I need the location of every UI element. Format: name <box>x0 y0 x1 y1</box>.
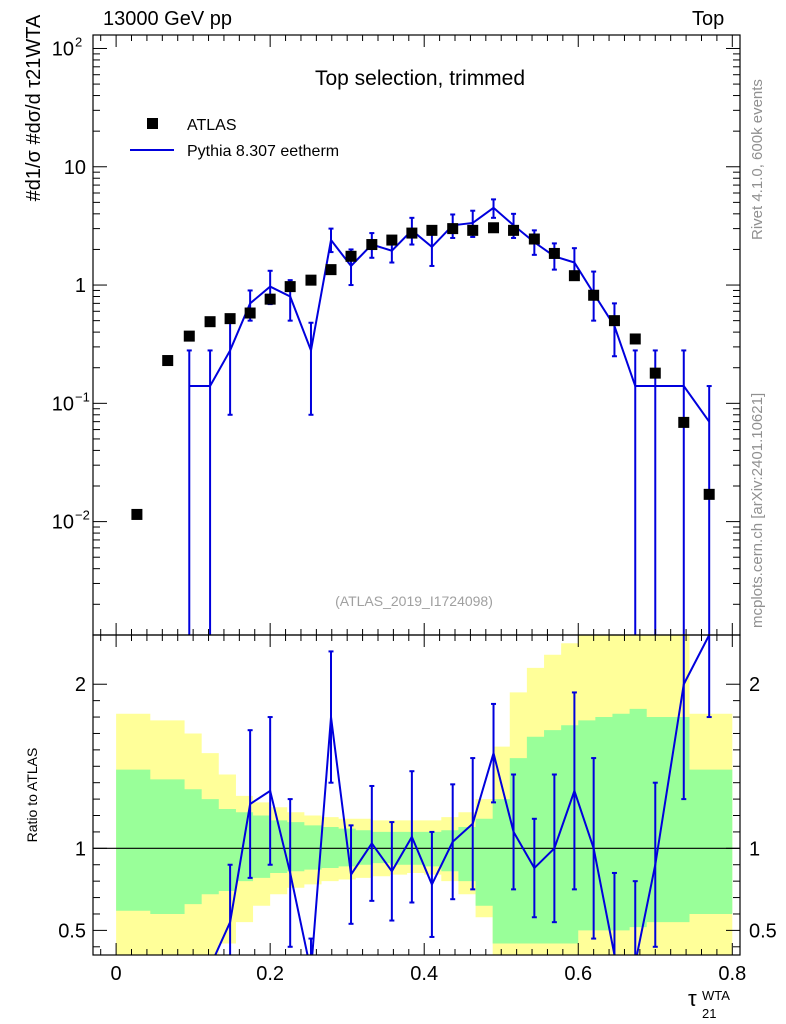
ratio-mc-series <box>214 635 712 955</box>
data-point <box>608 315 620 327</box>
ratio-tick-label-left: 1 <box>75 838 86 860</box>
data-point <box>703 488 715 500</box>
svg-text:21: 21 <box>702 1006 716 1021</box>
data-point <box>588 289 600 301</box>
data-point <box>678 416 690 428</box>
plot-frames <box>92 34 741 956</box>
legend-mc-label: Pythia 8.307 eetherm <box>187 143 339 160</box>
data-point <box>345 250 357 262</box>
legend-data-label: ATLAS <box>187 117 237 134</box>
y-tick-exponent: −2 <box>75 508 90 523</box>
ratio-uncertainty-bands <box>116 635 733 955</box>
mc-series <box>186 198 712 635</box>
rivet-side-label: Rivet 4.1.0, 600k events <box>749 79 766 240</box>
data-point <box>162 355 174 367</box>
x-axis-label: τ WTA 21 <box>688 986 730 1021</box>
data-point <box>224 313 236 325</box>
x-tick-label: 0.2 <box>256 963 284 985</box>
data-point <box>426 224 438 236</box>
header-left-label: 13000 GeV pp <box>103 8 232 30</box>
y-axis-label-ratio: Ratio to ATLAS <box>24 748 40 843</box>
x-tick-label: 0 <box>111 963 122 985</box>
y-tick-label: 10 <box>52 512 74 534</box>
x-tick-label: 0.8 <box>718 963 746 985</box>
data-point <box>305 274 317 286</box>
data-point <box>488 222 500 234</box>
data-point <box>366 239 378 251</box>
data-point <box>264 293 276 305</box>
y-tick-exponent: 2 <box>75 34 82 49</box>
legend-data-marker <box>147 118 158 129</box>
y-tick-label: 1 <box>75 275 86 297</box>
y-tick-label: 10 <box>64 157 86 179</box>
ratio-line <box>214 635 711 955</box>
svg-text:Rivet 4.1.0, 600k events: Rivet 4.1.0, 600k events <box>749 79 766 240</box>
y-tick-exponent: −1 <box>75 389 90 404</box>
data-point <box>528 233 540 245</box>
ratio-plot-frame <box>92 634 741 956</box>
data-point <box>406 227 418 239</box>
y-axis-label-main: #d1/σ #dσ/d τ21WTA <box>23 14 45 201</box>
data-point <box>508 224 520 236</box>
ratio-band-inner <box>116 708 733 944</box>
ratio-tick-label-left: 2 <box>75 674 86 696</box>
data-point <box>649 367 661 379</box>
svg-text:τ: τ <box>688 986 697 1011</box>
ratio-tick-label-right: 1 <box>749 838 760 860</box>
source-watermark: (ATLAS_2019_I1724098) <box>335 593 493 609</box>
ratio-tick-label-right: 2 <box>749 674 760 696</box>
svg-text:#d1/σ #dσ/d τ21WTA: #d1/σ #dσ/d τ21WTA <box>23 14 45 201</box>
ratio-tick-label-right: 0.5 <box>749 920 777 942</box>
data-point <box>568 270 580 282</box>
x-tick-label: 0.6 <box>564 963 592 985</box>
y-tick-label: 10 <box>52 38 74 60</box>
chart-title: Top selection, trimmed <box>315 67 525 90</box>
svg-text:WTA: WTA <box>702 988 730 1003</box>
mcplots-side-label: mcplots.cern.ch [arXiv:2401.10621] <box>749 393 766 628</box>
data-point <box>284 281 296 293</box>
x-tick-label: 0.4 <box>410 963 438 985</box>
data-point <box>183 330 195 342</box>
legend: ATLAS Pythia 8.307 eetherm <box>130 117 339 160</box>
mc-line <box>189 206 711 423</box>
data-point <box>548 247 560 259</box>
data-point <box>204 316 216 328</box>
svg-text:Ratio to ATLAS: Ratio to ATLAS <box>24 748 40 843</box>
data-point <box>131 508 143 520</box>
data-point <box>467 224 479 236</box>
data-point <box>325 264 337 276</box>
y-tick-label: 10 <box>52 393 74 415</box>
svg-text:mcplots.cern.ch [arXiv:2401.10: mcplots.cern.ch [arXiv:2401.10621] <box>749 393 766 628</box>
data-point <box>386 234 398 246</box>
data-point <box>629 333 641 345</box>
header-right-label: Top <box>692 8 725 30</box>
ratio-tick-label-left: 0.5 <box>58 920 86 942</box>
data-series <box>131 222 715 520</box>
data-point <box>447 223 459 235</box>
data-point <box>244 307 256 319</box>
